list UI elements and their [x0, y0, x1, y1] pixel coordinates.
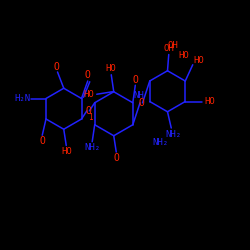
Text: O: O [113, 153, 119, 163]
Text: HO: HO [194, 56, 204, 65]
Text: NH₂: NH₂ [166, 130, 182, 139]
Text: 1: 1 [88, 112, 93, 122]
Text: O: O [132, 75, 138, 85]
Text: HO: HO [106, 64, 117, 73]
Text: NH₂: NH₂ [152, 138, 168, 147]
Text: O: O [39, 136, 45, 146]
Text: OH: OH [167, 41, 178, 50]
Text: OH: OH [164, 44, 174, 53]
Text: O: O [85, 70, 91, 80]
Text: H₂N: H₂N [14, 94, 30, 103]
Text: O: O [53, 62, 59, 72]
Text: HO: HO [84, 90, 94, 99]
Text: O: O [85, 106, 91, 116]
Text: O: O [138, 98, 144, 108]
Text: HO: HO [204, 97, 215, 106]
Text: HO: HO [179, 52, 190, 60]
Text: HO: HO [61, 147, 72, 156]
Text: NH: NH [134, 91, 144, 100]
Text: NH₂: NH₂ [84, 143, 100, 152]
